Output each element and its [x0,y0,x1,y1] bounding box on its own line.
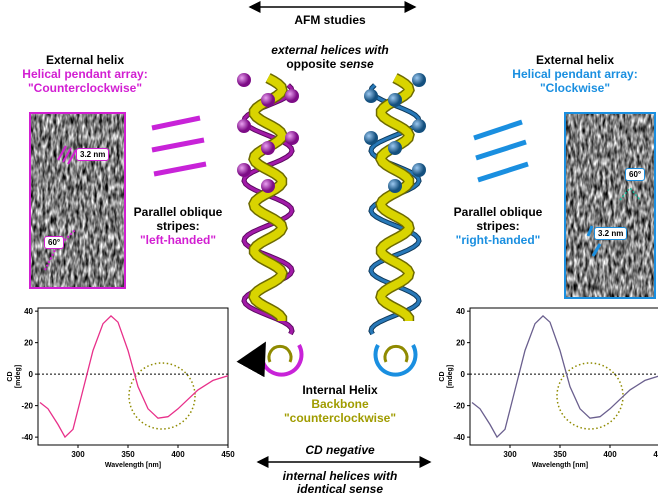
text: sense [340,57,374,71]
pendant-ball [285,89,299,103]
text: External helix [46,53,124,67]
x-axis-label: Wavelength [nm] [532,462,588,469]
text: Backbone [311,397,368,411]
x-tick-label: 300 [503,450,517,459]
x-tick-label: 350 [553,450,567,459]
label: 3.2 nm [594,227,627,240]
pendant-ball [388,93,402,107]
pendant-ball [388,141,402,155]
text: internal helices with [283,469,398,483]
rotation-arrow [262,345,302,375]
pendant-ball [388,179,402,193]
pendant-ball [364,89,378,103]
pendant-ball [261,179,275,193]
label: 3.2 nm [76,148,109,161]
pendant-ball [261,141,275,155]
text: AFM studies [294,13,365,27]
text: external helices with [271,43,388,57]
stripes [474,122,528,180]
label: 60° [44,236,64,249]
y-axis-label: CD [7,371,14,381]
x-axis-label: Wavelength [nm] [105,462,161,469]
x-tick-label: 400 [603,450,617,459]
rotation-arrow [269,346,291,362]
x-tick-label: 300 [71,450,85,459]
text: opposite [286,57,336,71]
text: "right-handed" [456,233,541,247]
y-axis-label: CD [439,371,446,381]
pendant-ball [237,163,251,177]
pendant-ball [412,119,426,133]
cd-curve [40,316,228,437]
text: External helix [536,53,614,67]
y-tick-label: -40 [453,433,465,442]
text: CD negative [305,443,374,457]
text: Internal Helix [302,383,377,397]
highlight-circle [129,363,195,429]
y-tick-label: -20 [453,402,465,411]
pendant-ball [261,93,275,107]
y-axis-unit: [mdeg] [15,365,22,388]
figure: -40-2002040300350400450Wavelength [nm]CD… [0,0,658,495]
text: "Counterclockwise" [28,81,142,95]
y-tick-label: 40 [24,307,33,316]
afm-texture [565,113,655,298]
text: Parallel oblique stripes: [126,205,231,233]
stripes [152,118,206,174]
text: opposite sense [286,57,373,71]
y-tick-label: -20 [21,402,33,411]
afm-texture [30,113,125,288]
x-tick-label: 350 [121,450,135,459]
text: Helical pendant array: [512,67,637,81]
pendant-ball [412,163,426,177]
pendant-ball [285,131,299,145]
pendant-ball [412,73,426,87]
x-tick-label: 450 [653,450,658,459]
pendant-ball [364,131,378,145]
rotation-arrow [385,346,407,362]
pendant-ball [237,119,251,133]
pendant-ball [237,73,251,87]
y-tick-label: 40 [456,307,465,316]
text: "Clockwise" [540,81,610,95]
label: 60° [625,168,645,181]
text: Helical pendant array: [22,67,147,81]
y-axis-unit: [mdeg] [447,365,454,388]
text: Parallel oblique stripes: [446,205,551,233]
y-tick-label: -40 [21,433,33,442]
highlight-circle [557,363,623,429]
text: identical sense [297,482,383,495]
cd-curve [472,316,658,437]
rotation-arrow [376,345,416,375]
text: "counterclockwise" [284,411,396,425]
y-tick-label: 0 [29,370,34,379]
y-tick-label: 20 [456,339,465,348]
x-tick-label: 400 [171,450,185,459]
plot-area [38,308,228,445]
y-tick-label: 20 [24,339,33,348]
text: "left-handed" [140,233,216,247]
y-tick-label: 0 [461,370,466,379]
x-tick-label: 450 [221,450,235,459]
